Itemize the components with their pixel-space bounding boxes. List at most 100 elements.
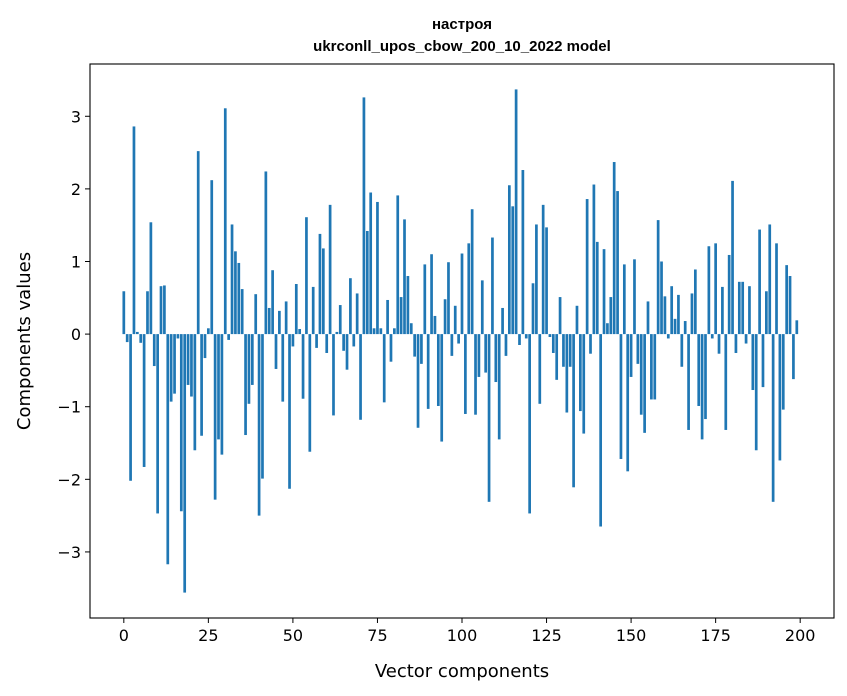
bar	[504, 334, 508, 356]
x-tick-label: 25	[198, 626, 218, 645]
bar	[555, 334, 559, 380]
bar	[548, 334, 552, 338]
bar	[264, 171, 268, 335]
bar	[457, 334, 460, 344]
bar	[271, 270, 274, 335]
bar	[311, 286, 315, 335]
y-tick-label: 1	[71, 252, 81, 271]
bar	[132, 126, 136, 335]
bar	[737, 281, 741, 335]
bar	[700, 334, 704, 440]
bar	[234, 251, 237, 335]
bar	[372, 328, 376, 335]
bar	[393, 328, 396, 335]
bar	[595, 241, 599, 335]
x-tick-label: 200	[785, 626, 816, 645]
bar	[386, 299, 389, 335]
bar	[464, 334, 467, 414]
x-tick-label: 0	[119, 626, 129, 645]
bar	[426, 334, 430, 409]
bar	[450, 334, 454, 356]
bar	[142, 334, 146, 467]
bar	[771, 334, 775, 502]
bar	[436, 334, 440, 406]
y-axis-label: Components values	[14, 252, 35, 430]
bar	[321, 248, 325, 335]
bar	[267, 307, 271, 335]
bar	[538, 334, 542, 404]
bar	[125, 334, 129, 343]
bar	[751, 334, 755, 391]
bar	[291, 334, 295, 347]
bar	[518, 334, 521, 345]
bar	[690, 293, 694, 335]
bar	[693, 269, 697, 335]
bar	[717, 334, 721, 354]
bar	[643, 334, 646, 433]
bar	[284, 301, 288, 335]
bar	[261, 334, 264, 479]
bars-group	[122, 89, 799, 593]
bar	[629, 334, 633, 377]
bar	[721, 286, 724, 335]
y-tick-label: −2	[57, 470, 81, 489]
bar	[129, 334, 132, 481]
bar	[135, 331, 139, 335]
bar	[183, 334, 187, 593]
bar	[626, 334, 630, 472]
bar	[247, 334, 251, 404]
bar	[240, 289, 244, 335]
bar	[176, 334, 180, 339]
bar	[491, 237, 494, 335]
bar	[785, 265, 789, 335]
bar	[602, 249, 606, 335]
bar	[744, 334, 748, 344]
bar	[582, 334, 586, 434]
bar	[575, 305, 579, 335]
bar	[514, 89, 518, 335]
bar	[149, 222, 153, 335]
bar	[480, 280, 484, 335]
bar	[788, 276, 792, 335]
y-tick-label: −3	[57, 543, 81, 562]
bar	[413, 334, 417, 357]
bar	[186, 334, 190, 385]
bar	[541, 204, 545, 335]
bar	[724, 334, 728, 430]
bar	[146, 291, 149, 335]
bar	[727, 254, 731, 335]
bar	[365, 230, 369, 335]
bar	[639, 334, 643, 415]
bar	[443, 299, 447, 335]
bar	[528, 334, 531, 514]
bar	[447, 262, 450, 335]
bar	[636, 334, 640, 364]
bar	[792, 334, 795, 380]
bar	[237, 262, 241, 335]
bar	[599, 334, 603, 527]
bar	[477, 334, 481, 377]
bar	[338, 305, 342, 335]
y-tick-label: 0	[71, 325, 81, 344]
chart-title-line1: настроя	[432, 16, 492, 33]
bar	[376, 201, 379, 335]
bar	[305, 217, 308, 335]
bar	[748, 286, 751, 335]
bar	[501, 307, 504, 335]
bar	[609, 297, 613, 335]
bar	[440, 334, 444, 442]
bar	[318, 233, 322, 335]
bar	[734, 334, 738, 353]
bar	[650, 334, 653, 400]
y-tick-label: −1	[57, 398, 81, 417]
x-tick-label: 100	[447, 626, 478, 645]
bar	[562, 334, 565, 367]
bar	[163, 285, 166, 335]
bar	[683, 321, 687, 335]
bar	[467, 243, 471, 335]
bar	[362, 97, 366, 335]
bar	[761, 334, 765, 388]
bar	[139, 334, 143, 343]
bar	[159, 286, 163, 335]
bar	[484, 334, 488, 373]
